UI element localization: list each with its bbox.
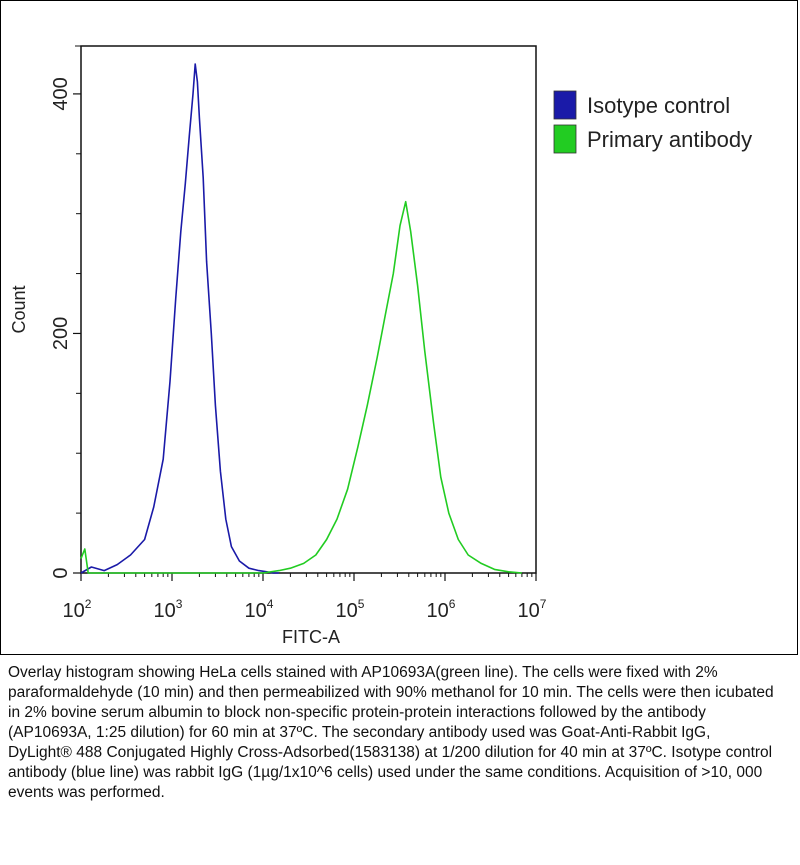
x-axis-title: FITC-A — [282, 627, 340, 647]
x-tick-label: 103 — [154, 597, 183, 622]
histogram-figure: 102 103 104 105 106 107 0 200 400 Count FITC-A I… — [0, 0, 798, 655]
plot-frame — [80, 45, 537, 574]
x-tick-label: 105 — [336, 597, 365, 622]
y-tick-label: 200 — [50, 317, 72, 350]
x-tick-label: 106 — [427, 597, 456, 622]
series-line-isotype-control — [80, 63, 279, 574]
histogram-chart: 102 103 104 105 106 107 0 200 400 Count FITC-A I… — [9, 45, 752, 647]
figure-caption: Overlay histogram showing HeLa cells sta… — [8, 664, 774, 801]
x-tick-label: 102 — [63, 597, 92, 622]
legend-swatch — [553, 90, 577, 120]
legend-label: Isotype control — [587, 93, 730, 118]
legend: Isotype control Primary antibody — [553, 90, 752, 154]
y-tick-label: 0 — [50, 567, 72, 578]
y-axis-title: Count — [9, 285, 29, 333]
x-tick-label: 107 — [518, 597, 547, 622]
legend-swatch — [553, 124, 577, 154]
legend-label: Primary antibody — [587, 127, 752, 152]
series-line-primary-antibody — [80, 200, 522, 574]
y-tick-label: 400 — [50, 77, 72, 110]
x-tick-label: 104 — [245, 597, 274, 622]
